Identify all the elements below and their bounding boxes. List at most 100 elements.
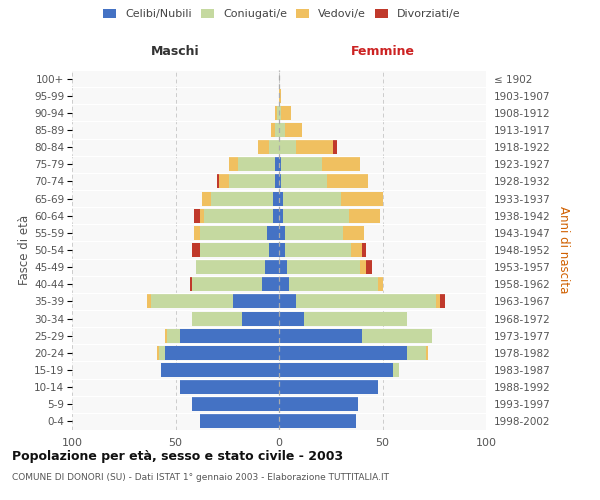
Text: Popolazione per età, sesso e stato civile - 2003: Popolazione per età, sesso e stato civil… xyxy=(12,450,343,463)
Text: Maschi: Maschi xyxy=(151,45,200,58)
Bar xyxy=(190,278,192,291)
Text: Femmine: Femmine xyxy=(350,45,415,58)
Bar xyxy=(205,208,273,222)
Bar xyxy=(426,346,428,360)
Y-axis label: Anni di nascita: Anni di nascita xyxy=(557,206,570,294)
Bar xyxy=(217,174,219,188)
Bar xyxy=(407,346,426,360)
Bar xyxy=(265,260,279,274)
Bar xyxy=(200,243,269,257)
Bar xyxy=(379,278,383,291)
Bar xyxy=(179,380,279,394)
Bar xyxy=(279,380,379,394)
Bar xyxy=(285,226,343,240)
Bar xyxy=(279,158,281,172)
Y-axis label: Fasce di età: Fasce di età xyxy=(19,215,31,285)
Bar xyxy=(279,312,304,326)
Bar xyxy=(326,174,368,188)
Bar xyxy=(167,328,179,342)
Bar xyxy=(271,123,275,137)
Bar xyxy=(211,192,273,205)
Bar xyxy=(229,158,238,172)
Bar xyxy=(281,158,322,172)
Bar xyxy=(179,328,279,342)
Bar xyxy=(146,294,151,308)
Bar xyxy=(275,123,279,137)
Bar xyxy=(275,158,279,172)
Bar xyxy=(436,294,440,308)
Bar xyxy=(352,243,362,257)
Bar xyxy=(304,312,407,326)
Bar xyxy=(273,192,279,205)
Bar xyxy=(275,106,277,120)
Bar xyxy=(269,140,279,154)
Bar xyxy=(200,226,266,240)
Bar xyxy=(194,226,200,240)
Bar xyxy=(229,174,275,188)
Bar xyxy=(219,174,229,188)
Bar xyxy=(279,243,285,257)
Bar xyxy=(393,363,399,377)
Bar xyxy=(279,294,296,308)
Text: COMUNE DI DONORI (SU) - Dati ISTAT 1° gennaio 2003 - Elaborazione TUTTITALIA.IT: COMUNE DI DONORI (SU) - Dati ISTAT 1° ge… xyxy=(12,472,389,482)
Bar xyxy=(192,398,279,411)
Bar xyxy=(279,226,285,240)
Bar xyxy=(333,140,337,154)
Bar xyxy=(349,208,380,222)
Bar xyxy=(161,363,279,377)
Bar xyxy=(287,260,360,274)
Bar xyxy=(360,260,366,274)
Bar xyxy=(283,208,349,222)
Legend: Celibi/Nubili, Coniugati/e, Vedovi/e, Divorziati/e: Celibi/Nubili, Coniugati/e, Vedovi/e, Di… xyxy=(100,6,464,22)
Bar xyxy=(366,260,372,274)
Bar xyxy=(279,363,393,377)
Bar xyxy=(242,312,279,326)
Bar xyxy=(233,294,279,308)
Bar xyxy=(258,140,269,154)
Bar xyxy=(279,208,283,222)
Bar xyxy=(192,243,200,257)
Bar xyxy=(159,346,165,360)
Bar xyxy=(269,243,279,257)
Bar xyxy=(277,106,279,120)
Bar xyxy=(279,123,285,137)
Bar xyxy=(165,346,279,360)
Bar xyxy=(281,174,326,188)
Bar xyxy=(192,312,242,326)
Bar xyxy=(273,208,279,222)
Bar xyxy=(289,278,379,291)
Bar xyxy=(285,243,352,257)
Bar xyxy=(279,398,358,411)
Bar xyxy=(296,140,333,154)
Bar xyxy=(279,278,289,291)
Bar xyxy=(343,226,364,240)
Bar xyxy=(157,346,159,360)
Bar xyxy=(440,294,445,308)
Bar xyxy=(279,106,281,120)
Bar xyxy=(192,278,262,291)
Bar xyxy=(281,106,292,120)
Bar xyxy=(341,192,383,205)
Bar xyxy=(279,88,281,102)
Bar xyxy=(238,158,275,172)
Bar xyxy=(194,208,200,222)
Bar xyxy=(283,192,341,205)
Bar xyxy=(296,294,436,308)
Bar xyxy=(285,123,302,137)
Bar xyxy=(165,328,167,342)
Bar xyxy=(279,328,362,342)
Bar xyxy=(279,192,283,205)
Bar xyxy=(279,174,281,188)
Bar xyxy=(275,174,279,188)
Bar xyxy=(279,414,356,428)
Bar xyxy=(279,346,407,360)
Bar xyxy=(362,328,432,342)
Bar xyxy=(202,192,211,205)
Bar xyxy=(322,158,360,172)
Bar xyxy=(279,260,287,274)
Bar xyxy=(362,243,366,257)
Bar xyxy=(266,226,279,240)
Bar xyxy=(200,208,205,222)
Bar xyxy=(262,278,279,291)
Bar xyxy=(279,140,296,154)
